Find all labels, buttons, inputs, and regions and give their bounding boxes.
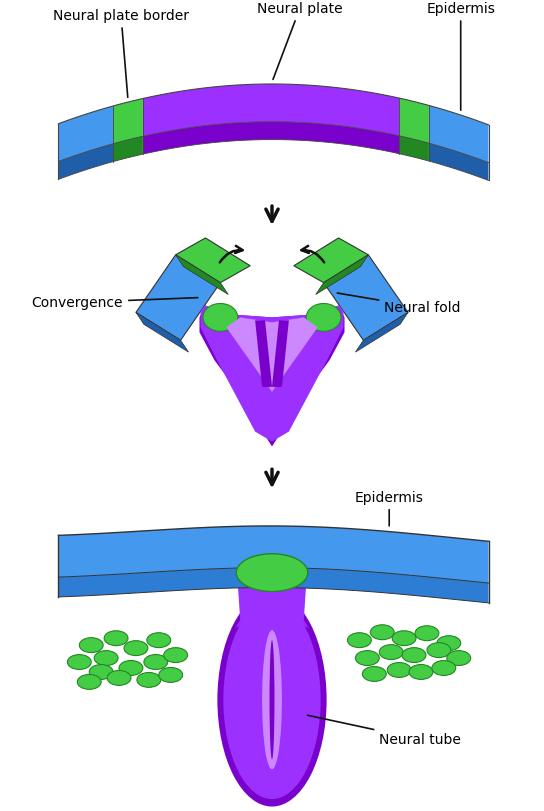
Ellipse shape xyxy=(236,554,308,592)
Ellipse shape xyxy=(432,661,456,676)
Ellipse shape xyxy=(447,650,471,666)
FancyArrowPatch shape xyxy=(301,247,324,263)
Polygon shape xyxy=(399,136,429,162)
Ellipse shape xyxy=(159,667,183,683)
Ellipse shape xyxy=(89,665,113,680)
Polygon shape xyxy=(113,137,143,162)
Ellipse shape xyxy=(119,661,143,676)
Polygon shape xyxy=(255,321,272,388)
Polygon shape xyxy=(143,85,399,137)
Polygon shape xyxy=(136,255,220,341)
Polygon shape xyxy=(176,238,250,283)
Ellipse shape xyxy=(387,663,411,677)
Polygon shape xyxy=(316,255,368,295)
Ellipse shape xyxy=(348,633,372,648)
Ellipse shape xyxy=(218,594,326,806)
Polygon shape xyxy=(58,568,489,603)
Ellipse shape xyxy=(67,654,91,670)
Ellipse shape xyxy=(427,643,451,658)
Ellipse shape xyxy=(306,304,341,332)
Ellipse shape xyxy=(137,672,161,688)
Polygon shape xyxy=(272,306,343,442)
Polygon shape xyxy=(136,313,189,353)
Ellipse shape xyxy=(147,633,171,648)
Ellipse shape xyxy=(370,625,394,640)
Polygon shape xyxy=(201,306,272,442)
Polygon shape xyxy=(226,318,318,393)
Polygon shape xyxy=(429,144,489,181)
Polygon shape xyxy=(399,99,429,144)
Polygon shape xyxy=(113,100,143,144)
Polygon shape xyxy=(324,255,408,341)
Polygon shape xyxy=(294,238,368,283)
Text: Neural plate border: Neural plate border xyxy=(53,10,189,98)
Ellipse shape xyxy=(437,636,461,650)
Ellipse shape xyxy=(77,675,101,689)
Text: Epidermis: Epidermis xyxy=(355,491,424,526)
FancyArrowPatch shape xyxy=(220,247,243,263)
Ellipse shape xyxy=(262,630,282,770)
Polygon shape xyxy=(235,576,309,629)
Ellipse shape xyxy=(203,304,238,332)
Polygon shape xyxy=(429,106,489,163)
Polygon shape xyxy=(58,144,113,180)
Text: Neural plate: Neural plate xyxy=(257,2,343,80)
Ellipse shape xyxy=(79,638,103,653)
Text: Epidermis: Epidermis xyxy=(426,2,495,111)
Ellipse shape xyxy=(224,601,320,799)
Ellipse shape xyxy=(402,648,426,663)
Polygon shape xyxy=(58,107,113,162)
Ellipse shape xyxy=(164,648,188,663)
Polygon shape xyxy=(58,526,489,583)
Ellipse shape xyxy=(415,626,439,641)
Ellipse shape xyxy=(379,645,403,659)
Ellipse shape xyxy=(124,641,148,656)
Polygon shape xyxy=(355,313,408,353)
Text: Neural fold: Neural fold xyxy=(337,294,461,315)
Ellipse shape xyxy=(94,650,118,666)
Ellipse shape xyxy=(104,631,128,646)
Polygon shape xyxy=(272,321,289,388)
Text: Convergence: Convergence xyxy=(32,296,197,310)
Polygon shape xyxy=(143,122,399,155)
Polygon shape xyxy=(200,306,344,447)
Ellipse shape xyxy=(107,671,131,685)
Polygon shape xyxy=(176,255,228,295)
Ellipse shape xyxy=(144,654,168,670)
Ellipse shape xyxy=(355,650,379,666)
Ellipse shape xyxy=(362,667,386,681)
Ellipse shape xyxy=(392,631,416,646)
Text: Neural tube: Neural tube xyxy=(307,715,461,747)
Ellipse shape xyxy=(409,665,433,680)
Ellipse shape xyxy=(269,641,275,759)
